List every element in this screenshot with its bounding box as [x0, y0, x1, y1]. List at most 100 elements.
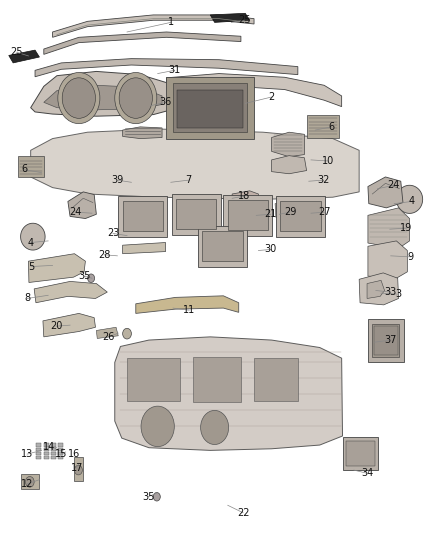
Bar: [276, 196, 325, 237]
Text: 7: 7: [185, 175, 191, 185]
Bar: [176, 199, 216, 229]
Text: 13: 13: [21, 449, 33, 459]
Bar: [36, 443, 41, 447]
Polygon shape: [31, 71, 175, 116]
Text: 34: 34: [361, 469, 373, 478]
Text: 17: 17: [71, 463, 83, 473]
Polygon shape: [368, 208, 410, 248]
Polygon shape: [28, 254, 85, 282]
Text: 14: 14: [43, 442, 55, 451]
Text: 30: 30: [265, 245, 277, 254]
Text: 32: 32: [317, 175, 329, 185]
Text: 6: 6: [21, 165, 27, 174]
Text: 24: 24: [69, 207, 81, 217]
Bar: [18, 156, 44, 177]
Bar: [123, 201, 163, 231]
Bar: [36, 448, 41, 451]
Polygon shape: [44, 85, 162, 110]
Circle shape: [25, 477, 34, 487]
Bar: [368, 319, 404, 362]
Circle shape: [62, 78, 95, 118]
Bar: [51, 452, 56, 455]
Text: 2: 2: [268, 92, 275, 102]
Text: 18: 18: [238, 191, 251, 201]
Bar: [228, 200, 268, 230]
Text: 25: 25: [238, 15, 251, 25]
Text: 16: 16: [67, 449, 80, 459]
Polygon shape: [275, 201, 289, 217]
Circle shape: [74, 465, 82, 475]
Polygon shape: [53, 15, 254, 37]
Text: 20: 20: [50, 321, 62, 331]
Text: 1: 1: [168, 18, 174, 27]
Text: 22: 22: [237, 508, 249, 518]
Text: 25: 25: [11, 47, 23, 57]
Circle shape: [153, 492, 160, 501]
Text: 23: 23: [107, 229, 119, 238]
Text: 36: 36: [159, 98, 172, 107]
Polygon shape: [367, 280, 385, 298]
Polygon shape: [259, 204, 272, 215]
Bar: [193, 357, 241, 402]
Bar: [346, 441, 375, 466]
Bar: [374, 326, 398, 355]
Text: 4: 4: [409, 197, 415, 206]
Circle shape: [58, 72, 100, 124]
Bar: [172, 194, 221, 235]
Bar: [58, 452, 63, 455]
Text: 24: 24: [387, 181, 399, 190]
Polygon shape: [68, 192, 96, 219]
Polygon shape: [232, 191, 258, 205]
Text: 10: 10: [321, 156, 334, 166]
Bar: [202, 231, 243, 261]
Circle shape: [141, 406, 174, 447]
Bar: [36, 452, 41, 455]
Text: 9: 9: [408, 252, 414, 262]
Bar: [74, 457, 83, 481]
Text: 15: 15: [55, 449, 67, 459]
Polygon shape: [9, 50, 39, 63]
Text: 26: 26: [102, 332, 115, 342]
Text: 35: 35: [142, 492, 154, 502]
Polygon shape: [34, 281, 107, 303]
Polygon shape: [35, 59, 298, 77]
Text: 21: 21: [265, 209, 277, 219]
Bar: [44, 443, 49, 447]
Bar: [223, 195, 272, 236]
Text: 39: 39: [111, 175, 124, 185]
Bar: [51, 456, 56, 459]
Bar: [44, 452, 49, 455]
Circle shape: [88, 274, 95, 282]
Bar: [36, 456, 41, 459]
Text: 8: 8: [24, 294, 30, 303]
Text: 28: 28: [98, 250, 110, 260]
Circle shape: [201, 410, 229, 445]
Polygon shape: [368, 177, 403, 208]
Polygon shape: [272, 156, 307, 174]
Polygon shape: [123, 127, 162, 139]
Text: 35: 35: [78, 271, 90, 281]
Bar: [343, 437, 378, 470]
Polygon shape: [123, 243, 166, 254]
Polygon shape: [115, 337, 343, 450]
Circle shape: [119, 78, 152, 118]
Polygon shape: [396, 185, 423, 213]
Bar: [44, 448, 49, 451]
Bar: [44, 456, 49, 459]
Circle shape: [115, 72, 157, 124]
Text: 12: 12: [21, 479, 33, 489]
Polygon shape: [21, 223, 45, 250]
Bar: [173, 83, 247, 132]
Bar: [58, 443, 63, 447]
Text: 27: 27: [319, 207, 331, 217]
Bar: [307, 115, 339, 138]
Bar: [58, 456, 63, 459]
Text: 29: 29: [284, 207, 296, 217]
Bar: [51, 443, 56, 447]
Text: 19: 19: [400, 223, 413, 233]
Circle shape: [123, 328, 131, 339]
Polygon shape: [272, 132, 304, 157]
Bar: [177, 90, 243, 128]
Bar: [372, 324, 399, 357]
Text: 37: 37: [385, 335, 397, 345]
